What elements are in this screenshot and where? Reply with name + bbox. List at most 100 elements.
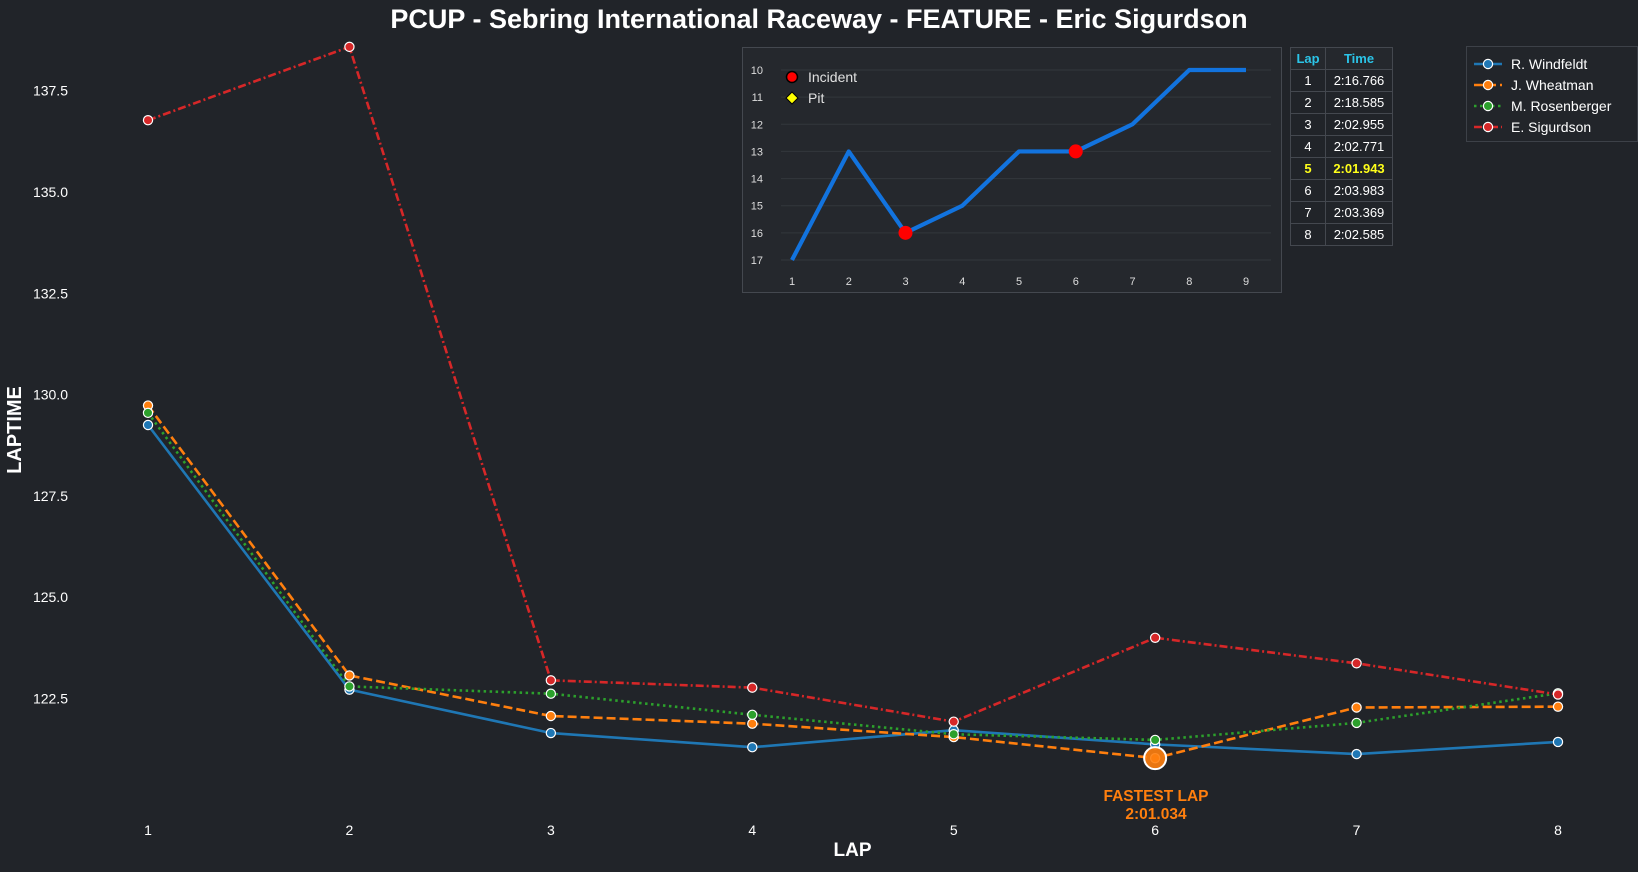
legend-line-icon: [1474, 58, 1502, 69]
lap-table-row: 5 2:01.943: [1290, 157, 1393, 180]
data-point: [1351, 658, 1362, 669]
legend-item: J. Wheatman: [1473, 74, 1637, 95]
x-tick-label: 3: [547, 822, 555, 838]
y-tick-label: 130.0: [33, 387, 68, 403]
lap-number-cell: 4: [1290, 135, 1326, 158]
inset-y-tick-label: 10: [751, 65, 763, 77]
lap-time-cell: 2:03.983: [1325, 179, 1393, 202]
data-point: [344, 681, 355, 692]
x-tick-label: 1: [144, 822, 152, 838]
inset-x-tick-label: 7: [1129, 276, 1135, 288]
legend-label: J. Wheatman: [1511, 76, 1594, 93]
fastest-lap-title: FASTEST LAP: [1103, 788, 1209, 805]
lap-number-cell: 5: [1290, 157, 1326, 180]
data-point: [1552, 689, 1564, 700]
inset-legend: Incident Pit: [785, 66, 857, 108]
lap-number-cell: 8: [1290, 223, 1326, 246]
y-axis-label: LAPTIME: [4, 386, 26, 474]
data-point: [1552, 736, 1564, 748]
lap-time-cell: 2:02.771: [1325, 135, 1393, 158]
fastest-lap-time: 2:01.034: [1125, 806, 1187, 823]
legend-item: M. Rosenberger: [1473, 95, 1637, 116]
data-point: [142, 419, 154, 431]
lap-number-cell: 2: [1290, 91, 1326, 114]
inset-y-tick-label: 14: [751, 174, 763, 186]
lap-table-header-time: Time: [1325, 47, 1393, 70]
y-tick-label: 127.5: [33, 488, 68, 504]
inset-x-tick-label: 8: [1186, 276, 1192, 288]
lap-table-row: 4 2:02.771: [1290, 135, 1393, 158]
inset-y-tick-label: 11: [752, 92, 763, 104]
chart-title: PCUP - Sebring International Raceway - F…: [390, 4, 1248, 34]
lap-table-header-row: Lap Time: [1290, 47, 1393, 70]
data-point: [747, 742, 758, 753]
inset-y-tick-label: 15: [751, 201, 763, 213]
data-point: [948, 716, 959, 727]
lap-number-cell: 7: [1290, 201, 1326, 224]
inset-y-tick-label: 12: [751, 119, 763, 131]
lap-table-row: 2 2:18.585: [1290, 91, 1393, 114]
x-tick-label: 8: [1554, 822, 1562, 838]
inset-y-tick-label: 16: [751, 228, 763, 240]
y-tick-label: 132.5: [33, 285, 68, 301]
inset-x-tick-label: 3: [902, 276, 908, 288]
pit-marker-icon: [785, 90, 799, 105]
y-tick-label: 122.5: [33, 691, 68, 707]
data-point: [344, 670, 355, 681]
x-tick-label: 5: [950, 822, 958, 838]
inset-y-tick-label: 13: [751, 146, 763, 158]
inset-legend-pit-label: Pit: [808, 89, 825, 106]
data-point: [948, 729, 959, 740]
inset-x-tick-label: 4: [959, 276, 965, 288]
x-tick-label: 4: [748, 822, 756, 838]
x-tick-label: 2: [346, 822, 354, 838]
x-tick-label: 6: [1151, 822, 1159, 838]
series-line-e-sigurdson: [147, 45, 1559, 723]
inset-x-tick-label: 9: [1243, 276, 1249, 288]
data-point: [1149, 632, 1161, 643]
data-point: [747, 709, 758, 720]
data-point: [142, 407, 154, 419]
incident-marker-icon: [785, 70, 799, 83]
inset-x-tick-label: 2: [846, 276, 852, 288]
inset-legend-incident: Incident: [785, 66, 857, 87]
data-point: [1351, 717, 1362, 729]
y-tick-label: 135.0: [33, 184, 68, 200]
inset-x-tick-label: 6: [1073, 276, 1079, 288]
data-point: [545, 727, 557, 739]
position-inset-chart: 10 11 12 13 14 15 16 17 1 2 3 4 5 6 7 8 9 Incident Pit: [742, 47, 1282, 293]
chart-legend: R. Windfeldt J. Wheatman M. Rosenberger E. …: [1466, 46, 1638, 142]
data-point: [344, 41, 355, 53]
inset-legend-incident-label: Incident: [808, 68, 858, 85]
incident-marker: [1068, 144, 1083, 159]
legend-label: M. Rosenberger: [1511, 97, 1612, 114]
lap-time-cell: 2:02.955: [1325, 113, 1393, 136]
inset-position-line: [790, 67, 1246, 261]
data-point: [545, 688, 557, 699]
data-point: [747, 718, 758, 729]
legend-line-icon: [1474, 121, 1502, 132]
x-axis-label: LAP: [833, 840, 872, 861]
incident-marker: [898, 225, 913, 240]
data-point: [142, 115, 154, 126]
lap-time-cell: 2:16.766: [1325, 69, 1393, 92]
lap-time-cell: 2:03.369: [1325, 201, 1393, 224]
data-point: [747, 682, 758, 693]
legend-label: R. Windfeldt: [1511, 55, 1588, 72]
data-point: [1351, 748, 1362, 760]
lap-time-table: Lap Time 1 2:16.766 2 2:18.585 3 2:02.955 4 2:0…: [1290, 47, 1393, 246]
data-point: [1149, 734, 1161, 746]
lap-table-row: 1 2:16.766: [1290, 69, 1393, 92]
lap-table-row: 6 2:03.983: [1290, 179, 1393, 202]
legend-line-icon: [1474, 100, 1502, 111]
lap-time-cell: 2:02.585: [1325, 223, 1393, 246]
lap-time-cell: 2:18.585: [1325, 91, 1393, 114]
data-point: [1351, 702, 1362, 713]
lap-number-cell: 6: [1290, 179, 1326, 202]
legend-item: E. Sigurdson: [1473, 116, 1637, 137]
series-line-r-windfeldt: [146, 424, 1559, 756]
inset-x-tick-label: 1: [789, 276, 795, 288]
data-point: [1552, 701, 1564, 712]
lap-table-header-lap: Lap: [1290, 47, 1326, 70]
